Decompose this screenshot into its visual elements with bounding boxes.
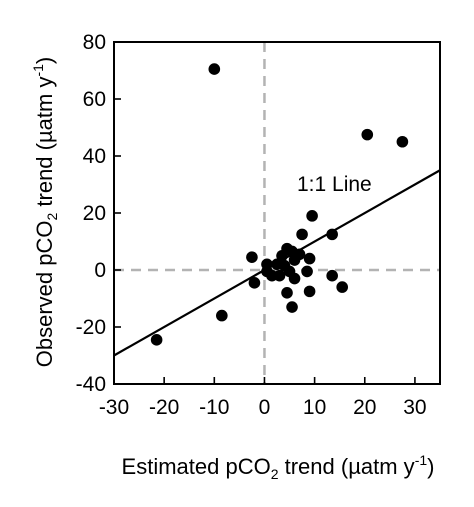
data-point-12 bbox=[303, 252, 316, 265]
data-point-22 bbox=[288, 272, 301, 285]
data-point-29 bbox=[216, 309, 228, 322]
data-point-26 bbox=[303, 285, 316, 298]
x-tick-label: -10 bbox=[199, 396, 229, 419]
data-point-13 bbox=[288, 254, 301, 266]
data-point-28 bbox=[286, 301, 298, 313]
y-tick-label: -20 bbox=[76, 316, 106, 339]
data-point-5 bbox=[326, 228, 338, 241]
x-tick-label: -20 bbox=[149, 396, 179, 419]
y-tick-label: 80 bbox=[83, 31, 106, 54]
data-point-23 bbox=[326, 269, 338, 282]
data-point-4 bbox=[306, 210, 318, 222]
x-axis-label: Estimated pCO2 trend (µatm y-1) bbox=[122, 452, 435, 482]
data-point-6 bbox=[296, 228, 308, 241]
data-point-3 bbox=[396, 135, 409, 148]
y-tick-label: -40 bbox=[76, 373, 106, 396]
x-tick-label: 20 bbox=[353, 396, 376, 419]
zero-reference-lines bbox=[114, 42, 440, 384]
x-tick-label: 10 bbox=[303, 396, 326, 419]
data-point-24 bbox=[248, 277, 261, 289]
data-point-7 bbox=[246, 251, 258, 263]
data-point-30 bbox=[150, 334, 163, 346]
y-tick-label: 0 bbox=[94, 259, 106, 282]
axis-ticks bbox=[113, 41, 416, 385]
y-tick-label: 40 bbox=[83, 145, 106, 168]
data-point-21 bbox=[273, 269, 286, 282]
data-point-2 bbox=[361, 128, 374, 141]
x-tick-label: 30 bbox=[403, 396, 426, 419]
data-point-27 bbox=[281, 287, 293, 299]
one-to-one-line-label: 1:1 Line bbox=[297, 173, 372, 196]
y-tick-label: 60 bbox=[83, 88, 106, 111]
plot-frame bbox=[113, 41, 441, 385]
y-tick-label: 20 bbox=[83, 202, 106, 225]
x-tick-label: -30 bbox=[99, 396, 129, 419]
y-axis-label: Observed pCO2 trend (µatm y-1) bbox=[30, 57, 60, 368]
data-point-1 bbox=[208, 63, 221, 75]
data-point-19 bbox=[301, 265, 313, 278]
data-points bbox=[150, 63, 409, 346]
x-tick-label: 0 bbox=[259, 396, 271, 419]
tick-labels: -30 -20 -10 0 10 20 30 -40 -20 0 20 40 60 80 bbox=[76, 31, 427, 419]
data-point-25 bbox=[336, 281, 349, 293]
